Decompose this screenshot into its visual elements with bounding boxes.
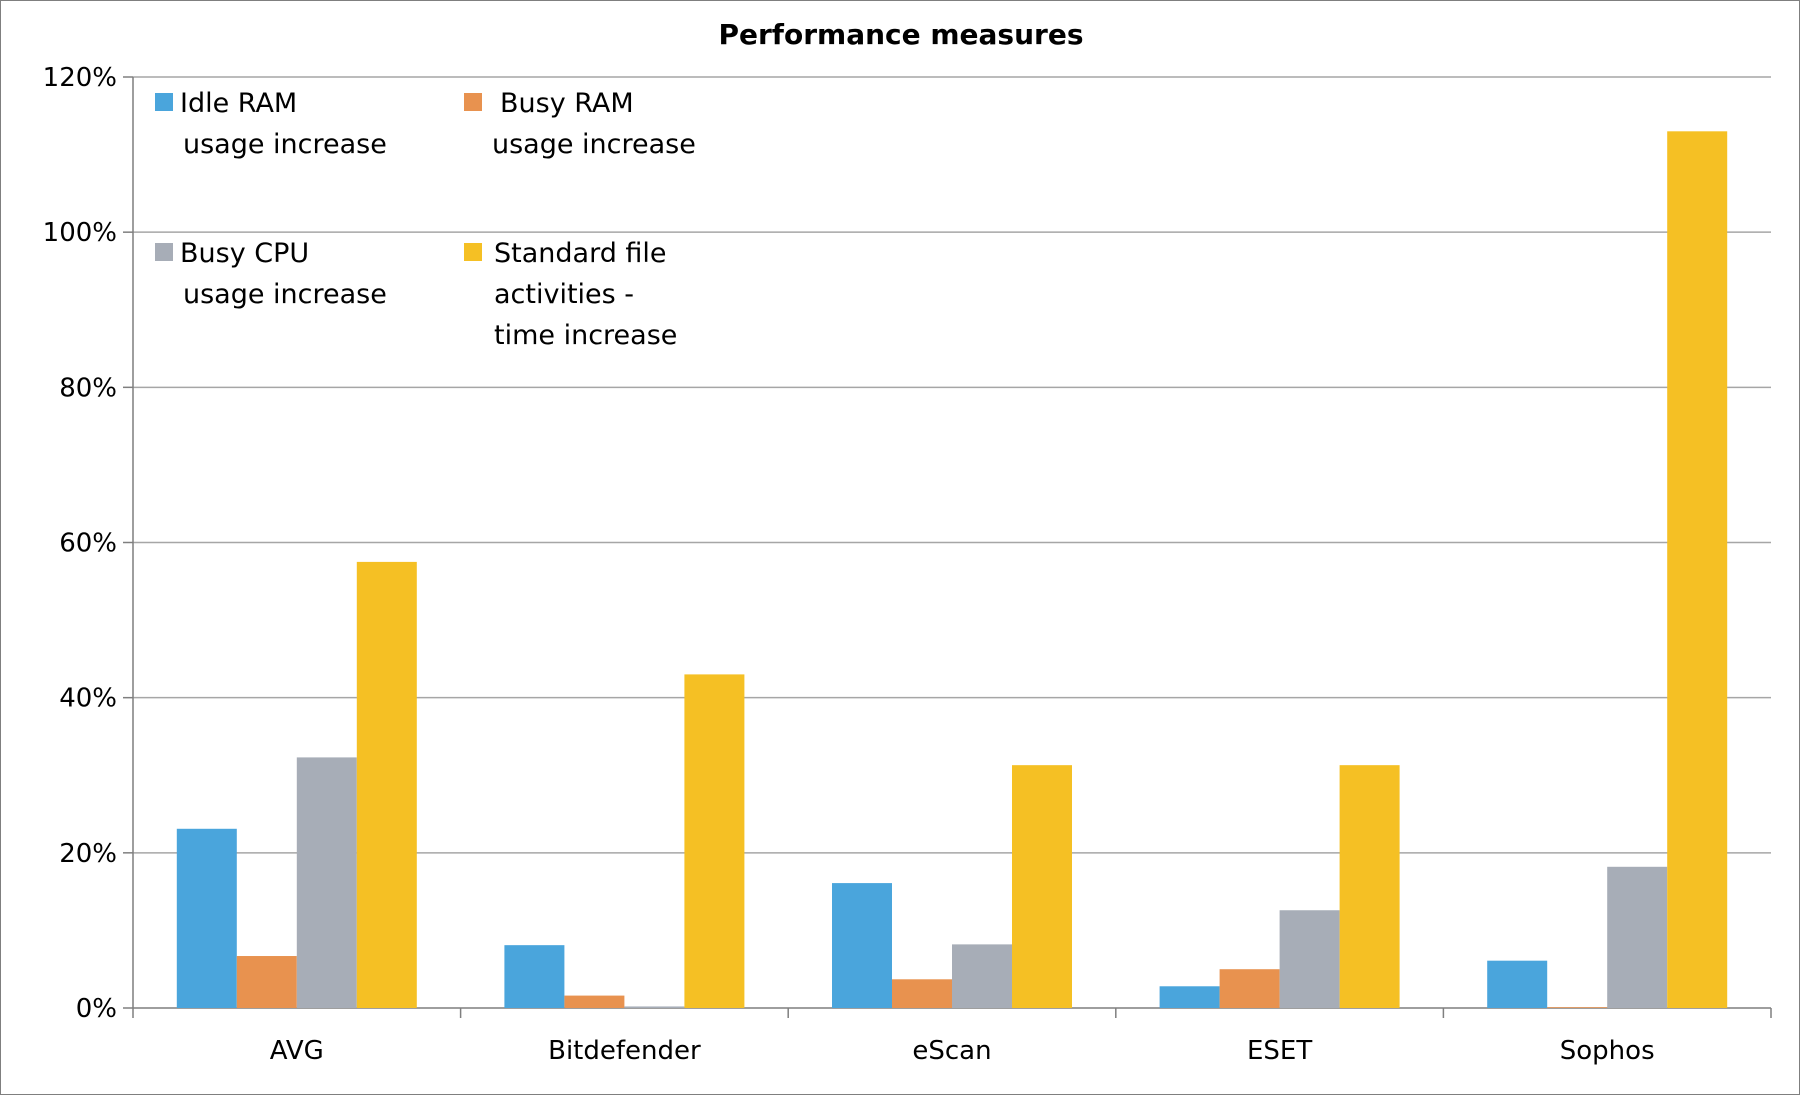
bar (296, 757, 357, 1008)
legend-label: usage increase (492, 129, 696, 160)
y-tick-label: 0% (76, 994, 117, 1024)
bar (684, 674, 745, 1008)
bar (1279, 910, 1340, 1008)
bar (1012, 765, 1072, 1008)
bar (1667, 131, 1728, 1008)
bar (1547, 1007, 1608, 1008)
y-tick-label: 120% (43, 63, 117, 93)
x-category-label: Bitdefender (548, 1036, 701, 1066)
bar (176, 828, 237, 1008)
bar (564, 995, 625, 1008)
bar (952, 944, 1012, 1008)
legend-label: activities - (494, 279, 634, 310)
legend-swatch (464, 93, 482, 111)
bar (1219, 969, 1280, 1008)
legend-swatch (464, 243, 482, 261)
bar (1159, 986, 1220, 1008)
legend-label: Busy CPU (180, 238, 309, 269)
x-category-label: AVG (270, 1036, 324, 1066)
bar (236, 956, 297, 1008)
bar (832, 883, 892, 1008)
legend-label: Idle RAM (180, 88, 297, 119)
legend-label: Busy RAM (500, 88, 634, 119)
y-tick-label: 60% (59, 529, 117, 559)
legend-swatch (155, 243, 173, 261)
legend-label: Standard file (494, 238, 667, 269)
y-tick-label: 40% (59, 684, 117, 714)
x-category-label: ESET (1247, 1036, 1312, 1066)
x-category-label: Sophos (1560, 1036, 1655, 1066)
bar (1339, 765, 1400, 1008)
y-tick-label: 80% (59, 373, 117, 403)
legend-swatch (155, 93, 173, 111)
chart-title: Performance measures (718, 18, 1083, 51)
legend-label: usage increase (183, 129, 387, 160)
x-category-label: eScan (912, 1036, 991, 1066)
bar (356, 561, 417, 1008)
legend-label: time increase (494, 320, 677, 351)
bar (504, 945, 565, 1008)
bar (892, 979, 952, 1008)
bar (1487, 960, 1548, 1008)
y-tick-label: 100% (43, 218, 117, 248)
bar (624, 1006, 685, 1008)
bar (1607, 866, 1668, 1008)
legend-label: usage increase (183, 279, 387, 310)
y-tick-label: 20% (59, 839, 117, 869)
